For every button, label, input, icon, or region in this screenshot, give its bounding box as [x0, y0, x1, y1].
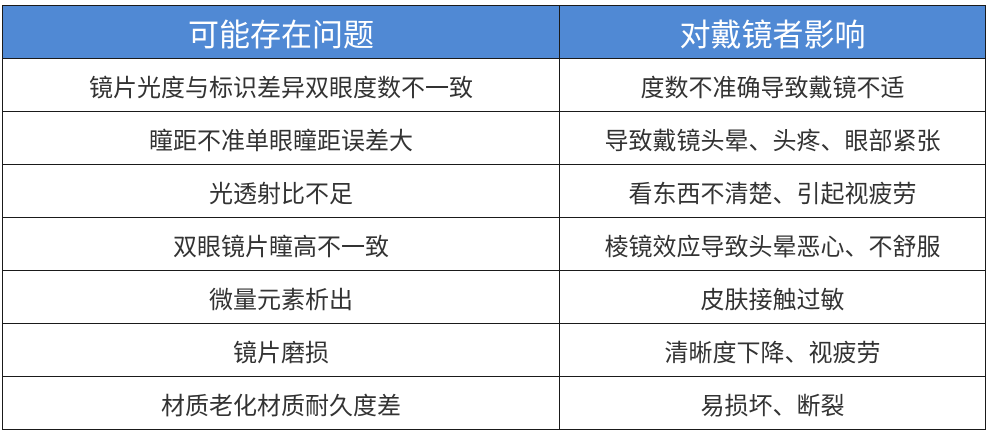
table-row: 光透射比不足 看东西不清楚、引起视疲劳 [2, 164, 986, 218]
impact-cell: 易损坏、断裂 [559, 376, 986, 430]
header-impact: 对戴镜者影响 [559, 5, 986, 59]
issues-table: 可能存在问题 对戴镜者影响 镜片光度与标识差异双眼度数不一致 度数不准确导致戴镜不… [2, 5, 986, 430]
table-row: 材质老化材质耐久度差 易损坏、断裂 [2, 376, 986, 430]
issue-cell: 瞳距不准单眼瞳距误差大 [2, 111, 560, 165]
table-row: 镜片光度与标识差异双眼度数不一致 度数不准确导致戴镜不适 [2, 58, 986, 112]
table-row: 瞳距不准单眼瞳距误差大 导致戴镜头晕、头疼、眼部紧张 [2, 111, 986, 165]
impact-cell: 导致戴镜头晕、头疼、眼部紧张 [559, 111, 986, 165]
issue-cell: 镜片光度与标识差异双眼度数不一致 [2, 58, 560, 112]
impact-cell: 皮肤接触过敏 [559, 270, 986, 324]
table-row: 镜片磨损 清晰度下降、视疲劳 [2, 323, 986, 377]
issue-cell: 镜片磨损 [2, 323, 560, 377]
issue-cell: 光透射比不足 [2, 164, 560, 218]
header-row: 可能存在问题 对戴镜者影响 [2, 5, 986, 59]
impact-cell: 棱镜效应导致头晕恶心、不舒服 [559, 217, 986, 271]
impact-cell: 看东西不清楚、引起视疲劳 [559, 164, 986, 218]
impact-cell: 清晰度下降、视疲劳 [559, 323, 986, 377]
table-row: 双眼镜片瞳高不一致 棱镜效应导致头晕恶心、不舒服 [2, 217, 986, 271]
issue-cell: 材质老化材质耐久度差 [2, 376, 560, 430]
issue-cell: 微量元素析出 [2, 270, 560, 324]
table-row: 微量元素析出 皮肤接触过敏 [2, 270, 986, 324]
issue-cell: 双眼镜片瞳高不一致 [2, 217, 560, 271]
impact-cell: 度数不准确导致戴镜不适 [559, 58, 986, 112]
header-possible-issue: 可能存在问题 [2, 5, 560, 59]
